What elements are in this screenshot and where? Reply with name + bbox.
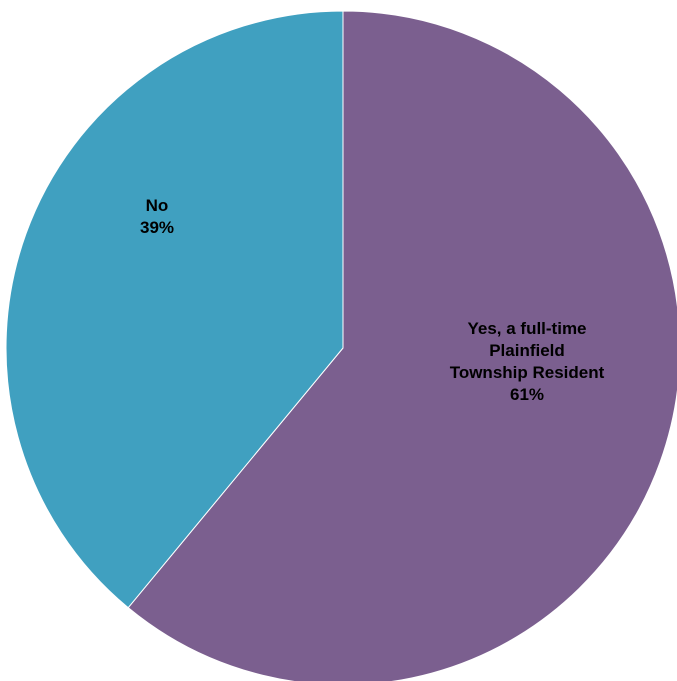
pie-slice-category-line: Township Resident bbox=[450, 363, 605, 382]
pie-slice-category-line: Yes, a full-time bbox=[467, 319, 586, 338]
pie-slice-category-line: Plainfield bbox=[489, 341, 565, 360]
pie-slice-label-1: No 39% bbox=[140, 196, 174, 237]
pie-slice-label-0: Yes, a full-time Plainfield Township Resid… bbox=[450, 319, 605, 404]
pie-slice-value-label: 61% bbox=[510, 385, 544, 404]
pie-slice-value-label: 39% bbox=[140, 218, 174, 237]
pie-slice-0 bbox=[127, 10, 677, 681]
pie-slices bbox=[5, 10, 677, 681]
pie-labels: Yes, a full-time Plainfield Township Resid… bbox=[140, 196, 605, 404]
pie-slice-category-line: No bbox=[146, 196, 169, 215]
pie-slice-1 bbox=[5, 10, 344, 609]
